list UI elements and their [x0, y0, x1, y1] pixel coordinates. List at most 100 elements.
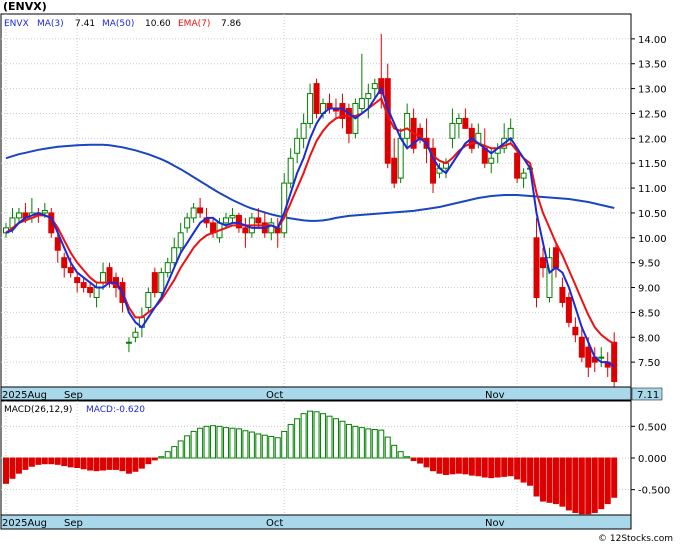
macd-bar-negative: [501, 457, 508, 477]
macd-bar-positive: [384, 436, 391, 459]
macd-bar-positive: [300, 413, 307, 459]
candle-up: [300, 122, 307, 139]
macd-bar-positive: [339, 420, 346, 459]
candle-down: [578, 336, 585, 358]
candle-down: [242, 227, 249, 234]
macd-bar-negative: [572, 457, 579, 513]
price-panel: [0, 13, 632, 388]
candle-up: [100, 272, 107, 284]
macd-bar-positive: [371, 429, 378, 459]
candle-down: [514, 152, 521, 179]
macd-bar-positive: [287, 423, 294, 459]
macd-bar-positive: [332, 418, 339, 459]
candle-down: [585, 346, 592, 368]
macd-bar-negative: [410, 457, 417, 462]
macd-bar-positive: [171, 446, 178, 459]
macd-month-labels: 2025Aug Sep Oct Nov: [2, 518, 505, 529]
macd-value: MACD:-0.620: [86, 405, 145, 415]
macd-bar-positive: [164, 451, 171, 459]
macd-bar-negative: [423, 457, 430, 468]
macd-bar-negative: [494, 457, 501, 478]
candle-down: [430, 147, 437, 184]
price-x-axis-band: [0, 386, 632, 401]
candle-up: [190, 207, 197, 219]
ema7-series: [5, 96, 615, 346]
macd-bar-positive: [307, 410, 314, 459]
candle-up: [158, 272, 165, 294]
macd-bar-positive: [261, 434, 268, 459]
month-label-nov: Nov: [485, 390, 505, 401]
legend-ma3: MA(3): [37, 19, 64, 29]
macd-tick-label: -0.500: [638, 486, 670, 497]
price-tick-label: 14.00: [638, 35, 667, 46]
macd-bar-positive: [345, 423, 352, 459]
legend-ma3-value: 7.41: [75, 19, 95, 29]
candle-up: [145, 292, 152, 308]
macd-bar-negative: [488, 457, 495, 479]
ma50-series: [5, 143, 615, 222]
macd-bar-positive: [203, 425, 210, 459]
macd-bar-negative: [546, 457, 553, 503]
macd-bar-negative: [585, 457, 592, 515]
macd-bar-negative: [468, 457, 475, 476]
candle-down: [559, 287, 566, 303]
price-tick-label: 12.00: [638, 134, 667, 145]
macd-bar-positive: [378, 429, 385, 459]
candle-down: [151, 272, 158, 294]
macd-bar-positive: [235, 428, 242, 459]
macd-bar-negative: [598, 457, 605, 510]
ema7-line: [5, 96, 615, 346]
macd-bar-positive: [281, 430, 288, 459]
macd-bar-negative: [132, 457, 139, 472]
candle-up: [455, 117, 462, 124]
candle-down: [80, 282, 87, 289]
month-label-aug: 2025Aug: [2, 390, 47, 401]
candle-up: [164, 262, 171, 274]
macd-month-label-sep: Sep: [64, 518, 83, 529]
macd-bar-negative: [430, 457, 437, 472]
candle-down: [106, 267, 113, 284]
candle-up: [132, 331, 139, 338]
macd-bar-negative: [475, 457, 482, 477]
macd-bar-positive: [222, 427, 229, 459]
macd-bar-negative: [61, 457, 68, 467]
macd-bar-positive: [210, 425, 217, 459]
price-tick-label: 7.50: [638, 358, 660, 369]
candle-up: [177, 232, 184, 249]
candle-up: [358, 98, 365, 109]
macd-bar-positive: [177, 440, 184, 459]
macd-bar-positive: [184, 435, 191, 459]
macd-bar-positive: [365, 428, 372, 459]
macd-bar-positive: [358, 427, 365, 459]
macd-bar-negative: [151, 457, 158, 461]
candle-up: [404, 112, 411, 139]
candle-up: [507, 127, 514, 139]
candle-down: [235, 214, 242, 229]
legend-symbol: ENVX: [4, 19, 29, 29]
macd-bar-positive: [397, 451, 404, 459]
candle-up: [546, 257, 553, 298]
candle-up: [598, 356, 605, 359]
macd-bar-negative: [48, 457, 55, 465]
macd-bar-negative: [80, 457, 87, 470]
price-tick-label: 8.00: [638, 333, 660, 344]
macd-bar-negative: [15, 457, 22, 474]
candle-up: [41, 209, 48, 214]
macd-bar-negative: [138, 457, 145, 469]
price-tick-label: 9.50: [638, 259, 660, 270]
macd-bar-negative: [35, 457, 42, 465]
candle-down: [255, 217, 262, 224]
macd-params: MACD(26,12,9): [4, 405, 72, 415]
macd-bar-negative: [100, 457, 107, 471]
macd-bar-negative: [455, 457, 462, 474]
month-label-sep: Sep: [64, 390, 83, 401]
ma50-line: [5, 143, 615, 222]
price-tick-label: 9.00: [638, 284, 660, 295]
macd-bar-negative: [145, 457, 152, 465]
last-price-box: [631, 387, 663, 401]
macd-bar-negative: [565, 457, 572, 511]
macd-bar-negative: [125, 457, 132, 474]
macd-bar-negative: [540, 457, 547, 502]
price-tick-label: 11.50: [638, 159, 667, 170]
candle-up: [488, 157, 495, 164]
